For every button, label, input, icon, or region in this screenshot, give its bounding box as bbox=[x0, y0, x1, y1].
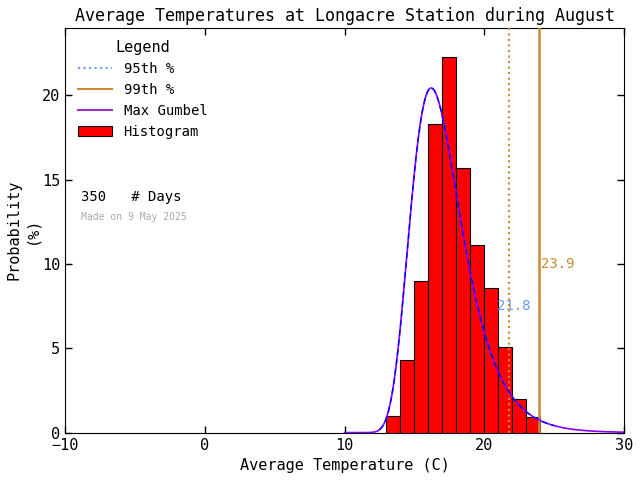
Bar bbox=[512, 399, 526, 432]
Bar bbox=[387, 416, 401, 432]
Text: 23.9: 23.9 bbox=[541, 257, 574, 271]
Bar bbox=[415, 281, 428, 432]
Title: Average Temperatures at Longacre Station during August: Average Temperatures at Longacre Station… bbox=[75, 7, 614, 25]
Legend: 95th %, 99th %, Max Gumbel, Histogram: 95th %, 99th %, Max Gumbel, Histogram bbox=[72, 35, 213, 145]
Text: Made on 9 May 2025: Made on 9 May 2025 bbox=[81, 212, 187, 222]
Bar bbox=[442, 57, 456, 432]
Bar bbox=[498, 347, 512, 432]
X-axis label: Average Temperature (C): Average Temperature (C) bbox=[239, 458, 449, 473]
Bar bbox=[456, 168, 470, 432]
Text: 350   # Days: 350 # Days bbox=[81, 190, 181, 204]
Y-axis label: Probability
(%): Probability (%) bbox=[7, 180, 39, 280]
Text: 21.8: 21.8 bbox=[497, 299, 531, 313]
Bar bbox=[526, 418, 540, 432]
Bar bbox=[470, 245, 484, 432]
Bar bbox=[428, 124, 442, 432]
Bar bbox=[401, 360, 415, 432]
Bar bbox=[484, 288, 498, 432]
